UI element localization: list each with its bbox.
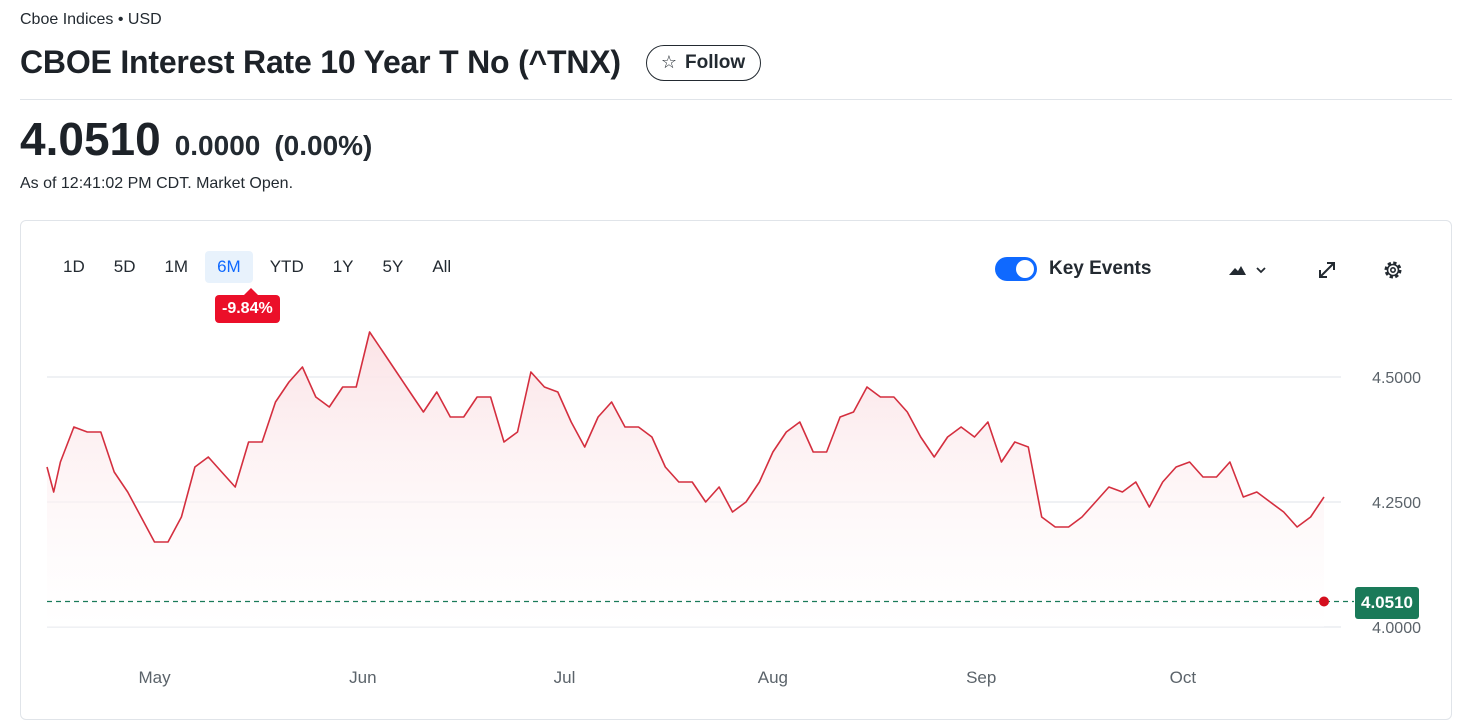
quote-summary: 4.0510 0.0000 (0.00%) bbox=[20, 112, 372, 166]
follow-label: Follow bbox=[685, 51, 746, 73]
page-title: CBOE Interest Rate 10 Year T No (^TNX) bbox=[20, 44, 621, 80]
x-tick-label: Jul bbox=[554, 668, 576, 687]
y-tick-label: 4.0000 bbox=[1372, 620, 1421, 637]
title-row: CBOE Interest Rate 10 Year T No (^TNX) ☆… bbox=[20, 44, 762, 81]
price-chart[interactable]: 4.0000 4.2500 4.5000 May Jun Jul Aug Sep Oct bbox=[21, 221, 1451, 719]
key-events-label: Key Events bbox=[1049, 258, 1152, 279]
expand-button[interactable] bbox=[1315, 257, 1339, 283]
range-tab-ytd[interactable]: YTD bbox=[269, 257, 304, 276]
x-tick-label: May bbox=[138, 668, 171, 687]
market-time: As of 12:41:02 PM CDT. Market Open. bbox=[20, 175, 294, 192]
x-tick-label: Oct bbox=[1170, 668, 1197, 687]
current-price-badge: 4.0510 bbox=[1355, 586, 1419, 619]
range-change-badge: -9.84% bbox=[215, 288, 280, 323]
y-tick-label: 4.2500 bbox=[1372, 495, 1421, 512]
gear-icon bbox=[1384, 261, 1402, 279]
range-tab-1d[interactable]: 1D bbox=[63, 257, 85, 276]
breadcrumb: Cboe Indices • USD bbox=[20, 11, 162, 28]
price-change-percent: (0.00%) bbox=[274, 130, 373, 161]
last-price-dot bbox=[1319, 596, 1329, 607]
range-tabs: 1D 5D 1M 6M YTD 1Y 5Y All bbox=[51, 251, 468, 283]
follow-button[interactable]: ☆ Follow bbox=[645, 44, 762, 81]
expand-icon bbox=[1319, 262, 1335, 278]
price-area bbox=[47, 332, 1324, 627]
key-events-toggle[interactable]: Key Events bbox=[995, 257, 1151, 281]
toggle-switch[interactable] bbox=[995, 257, 1037, 281]
range-tab-all[interactable]: All bbox=[432, 257, 452, 276]
chart-type-button[interactable] bbox=[1225, 257, 1269, 283]
mountain-chart-icon bbox=[1229, 266, 1266, 275]
range-tab-5d[interactable]: 5D bbox=[113, 257, 136, 276]
price-change: 0.0000 bbox=[174, 130, 261, 161]
range-tab-5y[interactable]: 5Y bbox=[382, 257, 404, 276]
chart-card: 1D 5D 1M 6M YTD 1Y 5Y All -9.84% Key Eve… bbox=[20, 220, 1452, 720]
x-tick-label: Sep bbox=[966, 668, 996, 687]
y-tick-label: 4.5000 bbox=[1372, 370, 1421, 387]
settings-button[interactable] bbox=[1381, 257, 1405, 283]
toggle-knob bbox=[1016, 260, 1034, 278]
range-tab-1y[interactable]: 1Y bbox=[332, 257, 354, 276]
chevron-down-icon bbox=[1256, 267, 1266, 274]
price-line bbox=[46, 331, 1325, 543]
star-icon: ☆ bbox=[660, 52, 678, 72]
x-tick-label: Jun bbox=[349, 668, 376, 687]
x-tick-label: Aug bbox=[758, 668, 788, 687]
divider bbox=[20, 99, 1452, 100]
range-tab-6m[interactable]: 6M bbox=[205, 251, 253, 283]
range-tab-1m[interactable]: 1M bbox=[164, 257, 189, 276]
price: 4.0510 bbox=[20, 113, 161, 165]
